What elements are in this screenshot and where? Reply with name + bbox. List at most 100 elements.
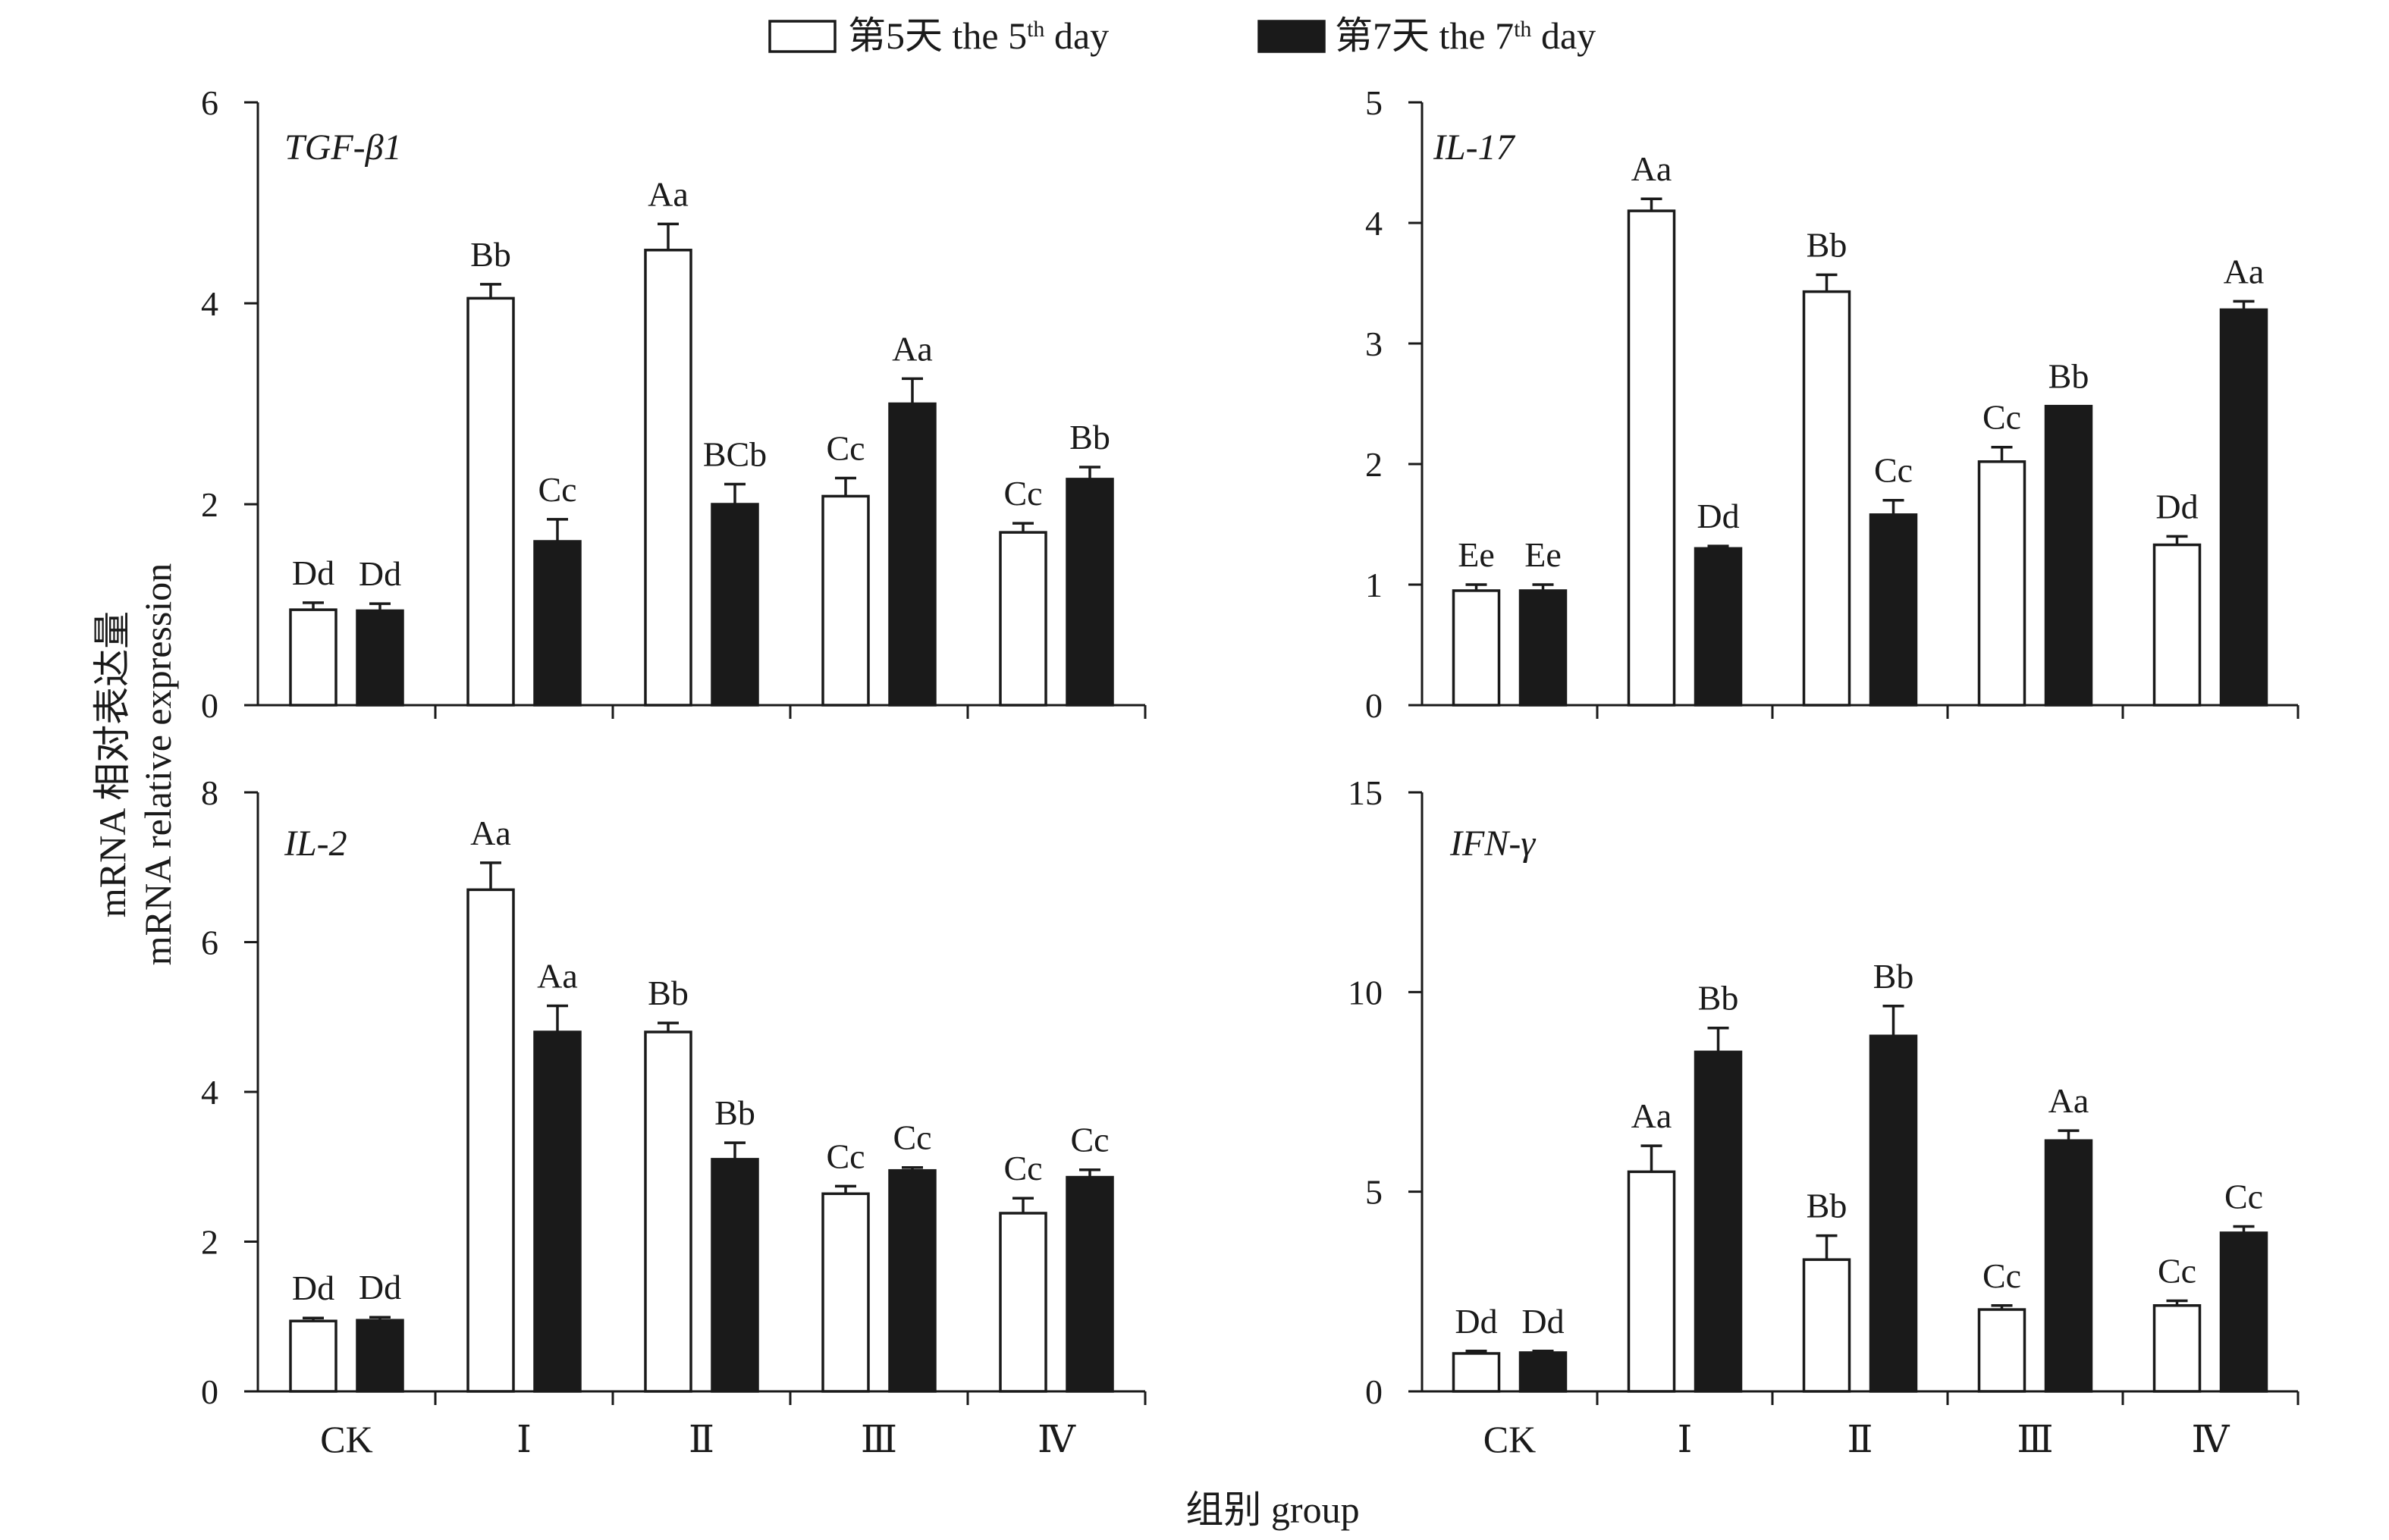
y-tick-label: 10 bbox=[1348, 973, 1383, 1012]
significance-label: Cc bbox=[538, 470, 576, 509]
bar bbox=[1977, 460, 2026, 707]
y-tick-label: 6 bbox=[201, 924, 218, 962]
y-tick-label: 15 bbox=[1348, 773, 1383, 812]
bar bbox=[644, 1030, 692, 1393]
bar bbox=[888, 1168, 937, 1393]
bar bbox=[1452, 1352, 1501, 1393]
bar bbox=[2044, 1139, 2093, 1393]
bar bbox=[533, 540, 582, 707]
bar bbox=[1694, 1050, 1743, 1393]
significance-label: Bb bbox=[1698, 979, 1739, 1018]
category-label: Ⅲ bbox=[861, 1418, 897, 1460]
significance-label: Cc bbox=[1003, 474, 1042, 513]
significance-label: Bb bbox=[1807, 225, 1847, 264]
category-label: Ⅲ bbox=[2017, 1418, 2053, 1460]
bar bbox=[2219, 308, 2268, 707]
y-tick-label: 6 bbox=[201, 83, 218, 122]
panel-title: TGF-β1 bbox=[284, 127, 402, 168]
y-tick-label: 2 bbox=[1365, 445, 1383, 484]
significance-label: BCb bbox=[703, 435, 767, 474]
legend-swatch-open bbox=[768, 20, 837, 53]
significance-label: Aa bbox=[892, 329, 933, 368]
significance-label: Dd bbox=[1521, 1302, 1564, 1341]
significance-label: Cc bbox=[2224, 1177, 2263, 1215]
y-tick-label: 0 bbox=[201, 686, 218, 725]
y-tick-label: 0 bbox=[1365, 1372, 1383, 1411]
y-tick-label: 4 bbox=[201, 284, 218, 323]
y-tick-label: 0 bbox=[201, 1372, 218, 1411]
y-tick-label: 4 bbox=[1365, 204, 1383, 243]
y-axis-title-line2: mRNA relative expression bbox=[137, 563, 179, 965]
significance-label: Aa bbox=[537, 956, 578, 995]
y-tick-label: 5 bbox=[1365, 83, 1383, 122]
significance-label: Aa bbox=[2048, 1081, 2089, 1120]
significance-label: Cc bbox=[1982, 398, 2021, 437]
category-label: CK bbox=[320, 1418, 372, 1460]
significance-label: Dd bbox=[1455, 1302, 1497, 1341]
significance-label: Cc bbox=[1070, 1121, 1109, 1159]
bar bbox=[289, 1319, 337, 1393]
significance-label: Cc bbox=[1874, 451, 1913, 490]
significance-label: Bb bbox=[1069, 418, 1110, 456]
bar bbox=[1869, 513, 1918, 707]
bar bbox=[999, 531, 1047, 707]
significance-label: Bb bbox=[1807, 1187, 1847, 1225]
significance-label: Cc bbox=[826, 429, 865, 468]
y-axis-title-line1: mRNA 相对表达量 bbox=[91, 611, 133, 917]
bar bbox=[1066, 478, 1114, 707]
significance-label: Dd bbox=[292, 1269, 334, 1307]
bar bbox=[1802, 290, 1851, 707]
bar bbox=[356, 1319, 404, 1393]
significance-label: Ee bbox=[1524, 535, 1562, 574]
panel-il-2: 0 2 4 6 8 IL-2 Dd Dd CK Aa Aa Ⅰ Bb Bb Ⅱ Cc Cc Ⅲ Cc Cc Ⅳ bbox=[201, 773, 1147, 1460]
bar bbox=[1694, 547, 1743, 707]
legend-label-day5: 第5天 the 5th day bbox=[848, 14, 1109, 57]
significance-label: Aa bbox=[1631, 149, 1672, 188]
y-tick-label: 2 bbox=[201, 1223, 218, 1262]
bar bbox=[1066, 1175, 1114, 1393]
legend-label-day7: 第7天 the 7th day bbox=[1335, 14, 1596, 57]
y-tick-label: 1 bbox=[1365, 566, 1383, 604]
bar bbox=[711, 503, 759, 707]
significance-label: Aa bbox=[470, 814, 511, 852]
bar bbox=[356, 609, 404, 707]
bar bbox=[2044, 404, 2093, 707]
panel-ifn-gamma: 0 5 10 15 IFN-γ Dd Dd CK Aa Bb Ⅰ Bb Bb Ⅱ Cc Aa Ⅲ Cc Cc Ⅳ bbox=[1348, 773, 2300, 1460]
category-label: Ⅳ bbox=[1038, 1418, 1076, 1460]
y-tick-label: 2 bbox=[201, 485, 218, 524]
significance-label: Cc bbox=[2158, 1251, 2196, 1290]
category-label: Ⅱ bbox=[689, 1418, 714, 1460]
significance-label: Bb bbox=[470, 235, 511, 274]
y-tick-label: 4 bbox=[201, 1073, 218, 1112]
category-label: Ⅳ bbox=[2192, 1418, 2230, 1460]
bar bbox=[1452, 589, 1501, 707]
significance-label: Dd bbox=[2155, 487, 2198, 525]
bar bbox=[821, 1192, 870, 1393]
y-tick-label: 5 bbox=[1365, 1173, 1383, 1212]
bar bbox=[644, 249, 692, 707]
significance-label: Cc bbox=[1003, 1149, 1042, 1187]
panel-tgf-beta1: 0 2 4 6 TGF-β1 Dd Dd Bb Cc Aa BCb Cc Aa Cc Bb bbox=[201, 83, 1147, 725]
significance-label: Cc bbox=[1982, 1256, 2021, 1295]
panel-title: IFN-γ bbox=[1449, 823, 1536, 864]
significance-label: Dd bbox=[292, 554, 334, 592]
significance-label: Aa bbox=[2224, 252, 2265, 290]
y-axis-title: mRNA 相对表达量 mRNA relative expression bbox=[91, 563, 179, 965]
significance-label: Bb bbox=[2048, 357, 2089, 396]
category-label: CK bbox=[1483, 1418, 1536, 1460]
bar bbox=[821, 494, 870, 707]
y-tick-label: 0 bbox=[1365, 686, 1383, 725]
bar bbox=[2152, 543, 2202, 707]
significance-label: Ee bbox=[1458, 535, 1495, 574]
panel-title: IL-17 bbox=[1433, 127, 1516, 168]
panel-il-17: 0 1 2 3 4 5 IL-17 Ee Ee Aa Dd Bb Cc Cc Bb Dd Aa bbox=[1365, 83, 2300, 725]
bar bbox=[1977, 1308, 2026, 1393]
bar bbox=[533, 1030, 582, 1393]
x-axis-title: 组别 group bbox=[1185, 1488, 1359, 1531]
bar bbox=[289, 608, 337, 707]
significance-label: Dd bbox=[359, 554, 401, 593]
category-label: Ⅰ bbox=[516, 1418, 532, 1460]
category-label: Ⅱ bbox=[1847, 1418, 1873, 1460]
bar bbox=[1518, 1351, 1568, 1393]
